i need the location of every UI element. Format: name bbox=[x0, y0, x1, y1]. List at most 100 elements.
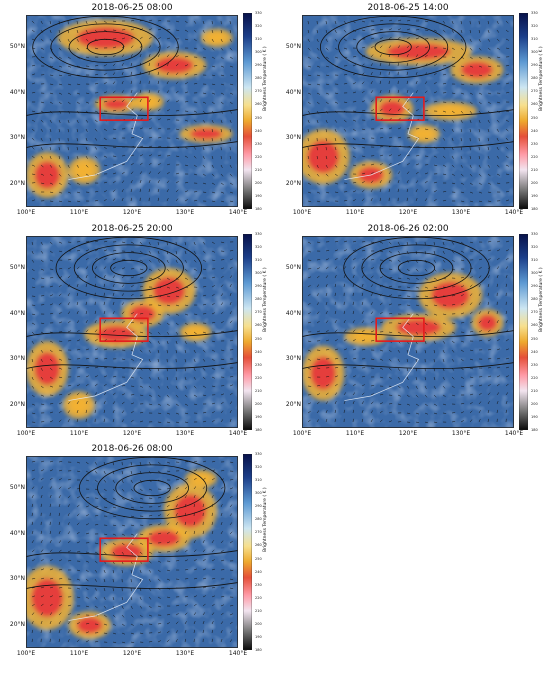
wind-arrow bbox=[148, 171, 152, 175]
wind-arrow bbox=[406, 250, 409, 255]
cold-cloud-region bbox=[477, 314, 498, 332]
colorbar-tick-label: 230 bbox=[531, 141, 538, 146]
wind-arrow bbox=[202, 250, 206, 254]
wind-arrow bbox=[40, 322, 45, 325]
wind-arrow bbox=[40, 503, 42, 508]
colorbar-tick-label: 260 bbox=[531, 102, 538, 107]
wind-arrow bbox=[193, 486, 197, 490]
wind-arrow bbox=[388, 19, 393, 22]
wind-arrow bbox=[424, 198, 428, 202]
wind-arrow bbox=[193, 29, 197, 33]
wind-arrow bbox=[40, 603, 44, 607]
wind-arrow bbox=[406, 71, 408, 76]
wind-arrow bbox=[361, 266, 365, 270]
wind-arrow bbox=[130, 180, 133, 184]
wind-arrow bbox=[193, 268, 197, 271]
wind-arrow bbox=[130, 37, 134, 40]
wind-arrow bbox=[424, 137, 429, 140]
wind-arrow bbox=[202, 29, 205, 33]
wind-arrow bbox=[487, 329, 491, 333]
wind-arrow bbox=[85, 569, 89, 573]
wind-arrow bbox=[316, 74, 321, 77]
wind-arrow bbox=[103, 64, 107, 67]
wind-arrow bbox=[85, 92, 90, 94]
wind-arrow bbox=[85, 631, 90, 634]
wind-arrow bbox=[103, 551, 107, 555]
wind-arrow bbox=[58, 83, 63, 86]
wind-arrow bbox=[220, 330, 225, 333]
colorbar: 330 320 310 300 290 280 270 260 250 240 230 220 210 2… bbox=[518, 11, 544, 211]
wind-arrow bbox=[343, 409, 345, 414]
wind-arrow bbox=[85, 310, 88, 315]
wind-arrow bbox=[211, 586, 216, 589]
wind-arrow bbox=[58, 200, 63, 203]
wind-arrow bbox=[424, 250, 426, 255]
wind-arrow bbox=[31, 503, 34, 508]
wind-arrow bbox=[343, 266, 347, 270]
colorbar-gradient bbox=[242, 12, 253, 210]
wind-arrow bbox=[202, 340, 206, 344]
wind-arrow bbox=[478, 182, 482, 185]
wind-arrow bbox=[211, 322, 216, 324]
wind-arrow bbox=[184, 295, 189, 297]
wind-arrow bbox=[361, 20, 366, 23]
wind-arrow bbox=[397, 403, 402, 405]
wind-arrow bbox=[40, 394, 45, 397]
wind-arrow bbox=[220, 302, 224, 306]
wind-arrow bbox=[211, 419, 215, 423]
wind-arrow bbox=[184, 259, 187, 263]
colorbar-tick-label: 230 bbox=[255, 141, 262, 146]
cloud-layer bbox=[26, 19, 233, 198]
wind-arrow bbox=[85, 348, 90, 351]
wind-arrow bbox=[220, 638, 223, 643]
wind-arrow bbox=[487, 275, 490, 279]
wind-arrow bbox=[415, 45, 419, 49]
wind-arrow bbox=[49, 595, 54, 598]
wind-arrow bbox=[67, 267, 71, 270]
wind-arrow bbox=[85, 409, 87, 414]
wind-arrow bbox=[352, 375, 357, 378]
wind-arrow bbox=[67, 182, 71, 185]
wind-arrow bbox=[31, 549, 35, 553]
wind-arrow bbox=[58, 629, 61, 634]
wind-arrow bbox=[325, 250, 330, 252]
wind-arrow bbox=[112, 128, 117, 130]
wind-arrow bbox=[85, 523, 89, 526]
wind-arrow bbox=[184, 119, 189, 122]
wind-arrow bbox=[424, 146, 429, 149]
wind-arrow bbox=[370, 384, 375, 387]
wind-arrow bbox=[370, 189, 373, 193]
colorbar-tick-label: 210 bbox=[255, 388, 262, 393]
wind-arrow bbox=[361, 172, 366, 175]
wind-arrow bbox=[40, 469, 44, 472]
wind-arrow bbox=[184, 540, 188, 544]
wind-arrow bbox=[40, 376, 44, 380]
wind-arrow bbox=[202, 486, 206, 490]
wind-arrow bbox=[121, 551, 125, 555]
wind-arrow bbox=[121, 90, 124, 94]
wind-arrow bbox=[175, 495, 179, 499]
lat-tick-label: 40°N bbox=[285, 88, 301, 96]
wind-arrow bbox=[361, 90, 365, 94]
wind-arrow bbox=[424, 340, 427, 345]
wind-arrow bbox=[316, 302, 320, 306]
wind-arrow bbox=[85, 20, 88, 25]
wind-arrow bbox=[94, 310, 96, 315]
wind-arrow bbox=[85, 266, 89, 270]
wind-arrow bbox=[130, 623, 134, 626]
wind-arrow bbox=[424, 189, 428, 193]
wind-arrow bbox=[307, 164, 310, 168]
colorbar-tick-label: 200 bbox=[255, 621, 262, 626]
colorbar-tick-label: 200 bbox=[531, 180, 538, 185]
wind-arrow bbox=[49, 191, 54, 193]
wind-arrow bbox=[157, 197, 159, 202]
wind-arrow bbox=[397, 28, 401, 31]
wind-arrow bbox=[148, 340, 152, 344]
wind-arrow bbox=[67, 540, 71, 544]
wind-arrow bbox=[121, 311, 125, 315]
wind-arrow bbox=[67, 92, 71, 95]
wind-arrow bbox=[397, 145, 402, 148]
wind-arrow bbox=[211, 47, 215, 51]
wind-arrow bbox=[148, 154, 152, 157]
wind-arrow bbox=[505, 164, 509, 167]
